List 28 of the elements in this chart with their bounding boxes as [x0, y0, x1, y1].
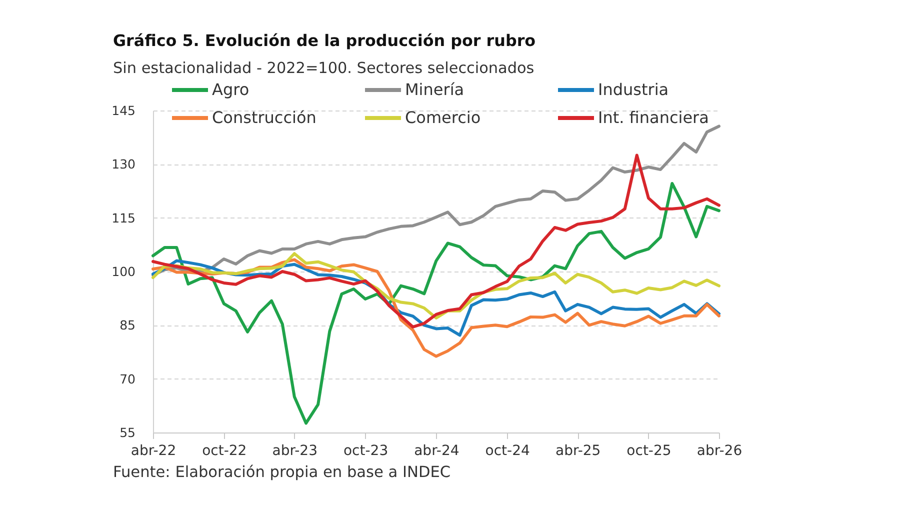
- x-tick-label: abr-23: [272, 443, 318, 459]
- legend-label: Construcción: [212, 108, 316, 127]
- y-tick-label: 100: [112, 264, 136, 279]
- x-tick-label: oct-23: [343, 443, 388, 459]
- chart-title: Gráfico 5. Evolución de la producción por rubro: [113, 30, 536, 50]
- y-tick-label: 70: [120, 371, 136, 386]
- y-tick-label: 130: [112, 156, 136, 172]
- legend-label: Comercio: [405, 108, 481, 127]
- y-tick-label: 55: [120, 425, 136, 440]
- chart-subtitle: Sin estacionalidad - 2022=100. Sectores seleccionados: [113, 58, 534, 77]
- line-series: [152, 182, 720, 425]
- legend-label: Agro: [212, 80, 250, 99]
- x-tick-label: abr-25: [555, 443, 601, 459]
- x-tick-label: abr-24: [414, 443, 460, 459]
- x-tick-label: oct-22: [202, 443, 247, 459]
- legend-label: Industria: [598, 80, 669, 99]
- source-note: Fuente: Elaboración propia en base a INDEC: [113, 463, 451, 481]
- x-tick-label: abr-26: [696, 443, 742, 459]
- y-tick-label: 145: [112, 103, 136, 118]
- y-tick-label: 85: [120, 318, 136, 333]
- x-tick-label: oct-25: [626, 443, 672, 459]
- legend-label: Minería: [405, 80, 464, 99]
- y-tick-label: 115: [112, 210, 136, 226]
- x-tick-label: abr-22: [130, 443, 176, 459]
- line-series: [152, 124, 720, 277]
- legend-label: Int. financiera: [598, 108, 709, 127]
- x-tick-label: oct-24: [485, 443, 530, 459]
- line-series: [152, 154, 720, 328]
